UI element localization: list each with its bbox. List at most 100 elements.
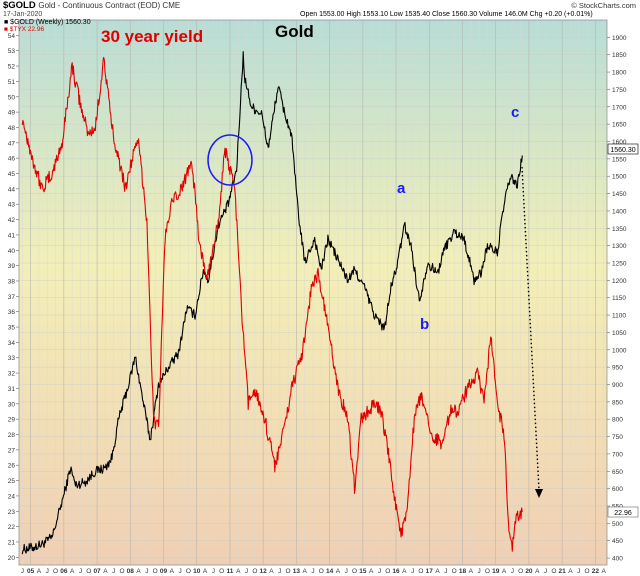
left-tick-label: 31	[8, 386, 16, 393]
left-tick-label: 22	[8, 524, 16, 531]
left-tick-label: 24	[8, 493, 16, 500]
right-tick-label: 700	[612, 451, 623, 458]
left-tick-label: 20	[8, 555, 16, 562]
x-tick-label: J	[79, 568, 82, 575]
x-tick-label: J	[577, 568, 580, 575]
right-axis: 4004505005506006507007508008509009501000…	[607, 35, 627, 563]
left-tick-label: 49	[8, 110, 16, 117]
left-tick-label: 35	[8, 325, 16, 332]
x-tick-label: J	[345, 568, 348, 575]
left-tick-label: 48	[8, 125, 16, 132]
right-tick-label: 1750	[612, 87, 627, 94]
left-tick-label: 21	[8, 539, 16, 546]
right-tick-label: 1000	[612, 347, 627, 354]
gold-series-line	[21, 51, 523, 555]
left-axis: 20 21 22 23 24 25 26 27 28 29 30 31 32 33 34 35 36 37 38 39…	[8, 33, 19, 562]
left-tick-label: 43	[8, 202, 16, 209]
x-tick-label: A	[402, 568, 407, 575]
x-tick-label: O	[86, 568, 91, 575]
x-tick-label: 22	[592, 568, 600, 575]
x-tick-label: O	[252, 568, 257, 575]
right-tick-label: 1650	[612, 122, 627, 129]
x-tick-label: A	[502, 568, 507, 575]
yield-label: 30 year yield	[101, 27, 204, 46]
left-tick-label: 50	[8, 94, 16, 101]
x-tick-label: 20	[525, 568, 533, 575]
x-tick-label: J	[245, 568, 248, 575]
x-tick-label: A	[303, 568, 308, 575]
x-tick-label: A	[602, 568, 607, 575]
x-tick-label: J	[112, 568, 115, 575]
left-tick-label: 27	[8, 447, 16, 454]
projection-arrowhead	[535, 489, 543, 498]
x-tick-label: A	[469, 568, 474, 575]
left-tick-label: 37	[8, 294, 16, 301]
x-tick-label: A	[203, 568, 208, 575]
right-tick-label: 1150	[612, 295, 626, 302]
x-tick-label: J	[378, 568, 381, 575]
x-tick-label: J	[444, 568, 447, 575]
left-tick-label: 41	[8, 232, 16, 239]
x-tick-label: J	[411, 568, 414, 575]
right-tick-label: 800	[612, 417, 623, 424]
right-tick-label: 450	[612, 538, 623, 545]
left-tick-label: 52	[8, 64, 16, 71]
ticker-symbol: $GOLD	[3, 0, 36, 11]
x-tick-label: 08	[127, 568, 135, 575]
left-tick-label: 39	[8, 263, 16, 270]
x-tick-label: A	[103, 568, 108, 575]
right-tick-label: 1250	[612, 260, 627, 267]
x-tick-label: O	[319, 568, 324, 575]
x-tick-label: J	[544, 568, 547, 575]
right-tick-label: 1500	[612, 174, 627, 181]
right-tick-label: 950	[612, 365, 623, 372]
x-tick-label: O	[186, 568, 191, 575]
x-tick-label: A	[369, 568, 374, 575]
x-tick-label: J	[145, 568, 148, 575]
x-tick-label: 06	[60, 568, 68, 575]
yield-series-line	[21, 56, 523, 552]
x-tick-label: O	[485, 568, 490, 575]
x-tick-label: J	[278, 568, 281, 575]
x-tick-label: 19	[492, 568, 500, 575]
left-tick-label: 46	[8, 156, 16, 163]
left-tick-label: 26	[8, 463, 16, 470]
wave-c-label: c	[511, 104, 520, 121]
gold-last-tag: 1560.30	[610, 147, 635, 154]
series	[21, 51, 523, 555]
x-tick-label: O	[53, 568, 58, 575]
x-axis: J 05 A J O 06 A J O 07 A J O 08 A J O 09 A J O 10 A J O 11 A J O 12 A J…	[21, 568, 607, 575]
x-tick-label: 07	[93, 568, 101, 575]
left-tick-label: 51	[8, 79, 16, 86]
right-tick-label: 1800	[612, 70, 627, 77]
x-tick-label: O	[385, 568, 390, 575]
x-tick-label: 09	[160, 568, 168, 575]
left-tick-label: 44	[8, 186, 16, 193]
x-tick-label: 05	[27, 568, 35, 575]
x-tick-label: J	[178, 568, 181, 575]
left-tick-label: 38	[8, 278, 16, 285]
left-tick-label: 40	[8, 248, 16, 255]
left-tick-label: 23	[8, 509, 16, 516]
left-tick-label: 54	[8, 33, 16, 40]
x-tick-label: J	[477, 568, 480, 575]
x-tick-label: 15	[359, 568, 367, 575]
right-tick-label: 600	[612, 486, 623, 493]
ohlc-readout: Open 1553.00 High 1553.10 Low 1535.40 Cl…	[300, 11, 593, 18]
right-tick-label: 1450	[612, 191, 627, 198]
x-tick-label: A	[568, 568, 573, 575]
x-tick-label: A	[236, 568, 241, 575]
right-tick-label: 500	[612, 521, 623, 528]
x-tick-label: A	[535, 568, 540, 575]
ticker-description: Gold - Continuous Contract (EOD) CME	[38, 1, 181, 10]
left-tick-label: 33	[8, 355, 16, 362]
right-tick-label: 1400	[612, 208, 627, 215]
left-tick-label: 45	[8, 171, 16, 178]
x-tick-label: 11	[227, 568, 234, 575]
x-tick-label: O	[286, 568, 291, 575]
right-tick-label: 1900	[612, 35, 627, 42]
x-tick-label: O	[352, 568, 357, 575]
x-tick-label: O	[418, 568, 423, 575]
legend-gold: ■ $GOLD (Weekly) 1560.30	[4, 19, 91, 26]
gold-label: Gold	[275, 22, 314, 41]
